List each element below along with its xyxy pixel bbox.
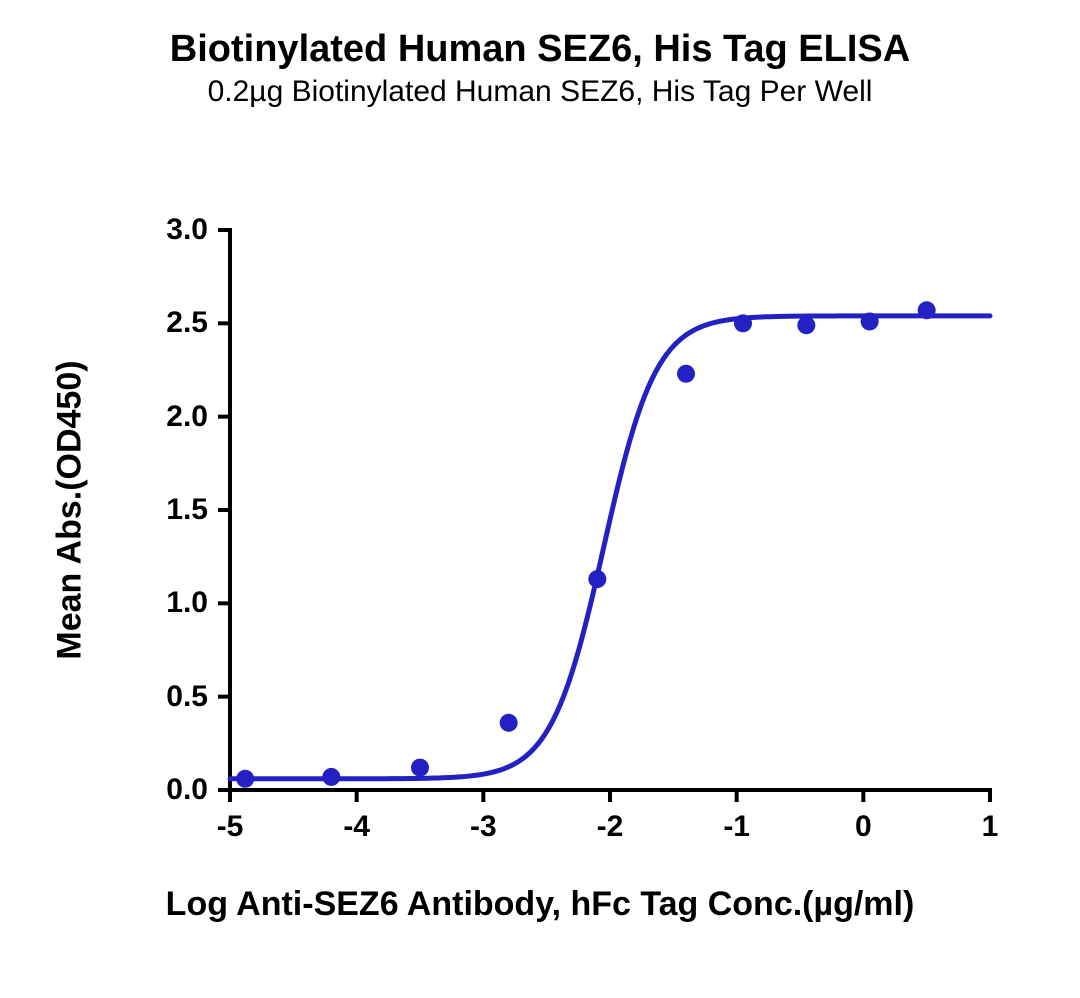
plot-svg	[230, 230, 990, 790]
chart-container: Biotinylated Human SEZ6, His Tag ELISA 0…	[0, 0, 1080, 998]
x-tick-label: -3	[470, 810, 497, 844]
y-tick-label: 1.5	[166, 493, 208, 527]
y-tick-label: 2.0	[166, 400, 208, 434]
x-tick-label: -4	[343, 810, 370, 844]
y-tick-label: 0.0	[166, 773, 208, 807]
y-tick-label: 0.5	[166, 680, 208, 714]
x-tick-label: -2	[597, 810, 624, 844]
x-axis-label: Log Anti-SEZ6 Antibody, hFc Tag Conc.(µg…	[0, 885, 1080, 924]
x-tick-label: 0	[855, 810, 872, 844]
y-tick-label: 3.0	[166, 213, 208, 247]
y-tick-label: 1.0	[166, 586, 208, 620]
chart-subtitle: 0.2µg Biotinylated Human SEZ6, His Tag P…	[0, 74, 1080, 110]
y-tick-label: 2.5	[166, 306, 208, 340]
x-tick-label: 1	[982, 810, 999, 844]
plot-area	[230, 230, 990, 790]
x-tick-label: -1	[723, 810, 750, 844]
title-block: Biotinylated Human SEZ6, His Tag ELISA 0…	[0, 28, 1080, 110]
y-axis-label: Mean Abs.(OD450)	[51, 310, 90, 710]
x-tick-label: -5	[217, 810, 244, 844]
chart-title: Biotinylated Human SEZ6, His Tag ELISA	[0, 28, 1080, 72]
